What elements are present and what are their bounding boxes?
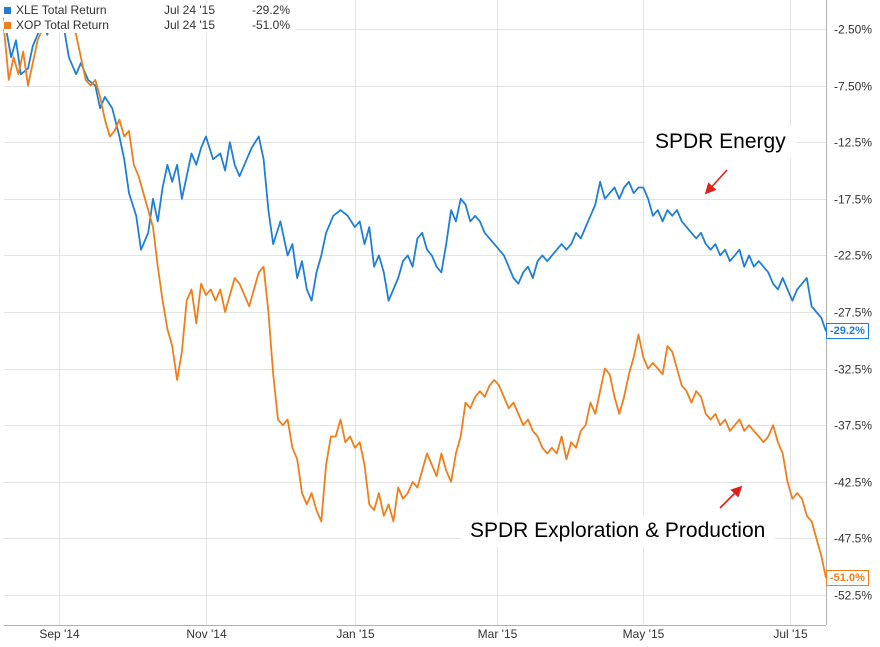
- annotation-arrows: [704, 169, 743, 509]
- arrow-spdr-energy: [704, 169, 728, 195]
- y-tick-label: -32.5%: [834, 363, 872, 377]
- legend-item-xop[interactable]: XOP Total Return Jul 24 '15 -51.0%: [4, 18, 296, 33]
- legend-date-xle: Jul 24 '15: [164, 3, 215, 17]
- annotation-spdr-energy: SPDR Energy: [645, 126, 796, 158]
- x-tick-label: Sep '14: [39, 627, 80, 641]
- y-tick-label: -7.50%: [834, 80, 872, 94]
- y-tick-label: -47.5%: [834, 532, 872, 546]
- legend-date-xop: Jul 24 '15: [164, 18, 215, 32]
- legend-item-xle[interactable]: XLE Total Return Jul 24 '15 -29.2%: [4, 3, 296, 18]
- y-tick-label: -17.5%: [834, 193, 872, 207]
- y-tick-label: -22.5%: [834, 249, 872, 263]
- y-tick-label: -27.5%: [834, 306, 872, 320]
- legend-value-xop: -51.0%: [251, 18, 290, 32]
- legend-name-xop: XOP Total Return: [16, 18, 109, 32]
- legend-swatch-xop: [4, 22, 11, 29]
- axes: [4, 0, 827, 626]
- y-tick-label: -52.5%: [834, 589, 872, 603]
- y-tick-label: -2.50%: [834, 23, 872, 37]
- x-tick-label: Jul '15: [773, 627, 808, 641]
- legend-value-xle: -29.2%: [251, 3, 290, 17]
- legend-swatch-xle: [4, 7, 11, 14]
- annotation-spdr-exploration-production: SPDR Exploration & Production: [460, 515, 776, 547]
- y-tick-label: -12.5%: [834, 136, 872, 150]
- legend: XLE Total Return Jul 24 '15 -29.2% XOP T…: [4, 3, 296, 33]
- series-line-xle: [3, 8, 827, 332]
- x-tick-label: Nov '14: [186, 627, 227, 641]
- x-tick-label: May '15: [623, 627, 665, 641]
- tick-labels: -2.50% -7.50% -12.5% -17.5% -22.5% -27.5% -32.…: [39, 23, 872, 642]
- last-value-badge-xop: -51.0%: [826, 570, 869, 587]
- series-line-xop: [3, 8, 827, 579]
- legend-name-xle: XLE Total Return: [16, 3, 107, 17]
- y-tick-label: -42.5%: [834, 476, 872, 490]
- last-value-badge-xle: -29.2%: [826, 323, 869, 340]
- x-tick-label: Mar '15: [478, 627, 518, 641]
- x-tick-label: Jan '15: [336, 627, 375, 641]
- y-tick-label: -37.5%: [834, 419, 872, 433]
- series-lines: [3, 8, 827, 579]
- arrow-spdr-exploration-production: [719, 485, 743, 509]
